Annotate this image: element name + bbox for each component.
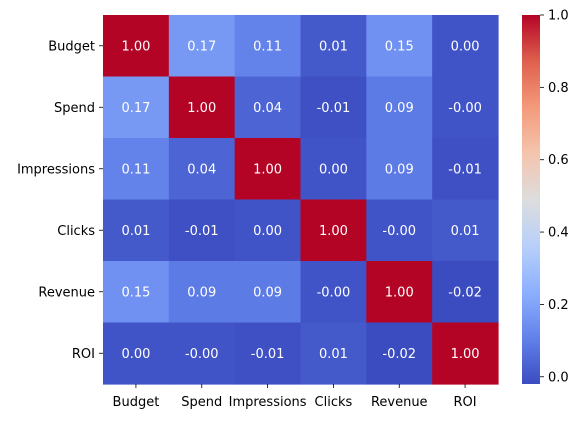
cell-annotation: 0.00 (253, 224, 282, 239)
heatmap-cell-impressions-revenue (366, 138, 433, 201)
heatmap-cell-roi-impressions (234, 322, 302, 385)
heatmap-cell-revenue-clicks (300, 261, 367, 324)
cell-annotation: 0.01 (319, 39, 348, 54)
heatmap-cell-budget-roi (432, 15, 499, 78)
colorbar-gradient (522, 15, 540, 384)
cell-annotation: -0.00 (317, 285, 351, 300)
heatmap-cell-budget-budget (103, 15, 170, 78)
cell-annotation: -0.00 (382, 224, 416, 239)
heatmap-cell-revenue-budget (103, 261, 170, 324)
heatmap-cell-spend-impressions (234, 76, 302, 139)
heatmap-cell-budget-clicks (300, 15, 367, 78)
cell-annotation: -0.02 (448, 285, 482, 300)
heatmap-cell-clicks-clicks (300, 199, 367, 262)
cell-annotation: 0.09 (187, 285, 216, 300)
cell-annotation: 0.09 (385, 162, 414, 177)
heatmap-cell-budget-impressions (234, 15, 302, 78)
cell-annotation: 0.17 (121, 101, 150, 116)
cell-annotation: 0.15 (121, 285, 150, 300)
cell-annotation: 1.00 (319, 224, 348, 239)
heatmap-cell-impressions-roi (432, 138, 499, 201)
cell-annotation: 0.04 (253, 101, 282, 116)
heatmap-cell-spend-roi (432, 76, 499, 139)
colorbar-tick-label: 1.0 (548, 9, 569, 24)
x-tick-label: Clicks (315, 395, 353, 410)
cell-annotation: 0.11 (253, 39, 282, 54)
y-tick-label: Impressions (17, 162, 95, 177)
heatmap-cell-spend-spend (168, 76, 236, 139)
heatmap-cell-spend-clicks (300, 76, 367, 139)
colorbar-tick-label: 0.6 (548, 153, 569, 168)
x-tick-label: Budget (113, 395, 160, 410)
cell-annotation: 0.04 (187, 162, 216, 177)
cell-annotation: 1.00 (385, 285, 414, 300)
heatmap-cell-impressions-spend (168, 138, 236, 201)
y-tick-label: Budget (48, 39, 95, 54)
cell-annotation: -0.01 (448, 162, 482, 177)
colorbar-tick-label: 0.4 (548, 226, 569, 241)
heatmap-annotations: 1.00 0.17 0.11 0.01 0.15 0.00 0.17 1.00 0.04 -0.0… (121, 39, 481, 362)
cell-annotation: -0.02 (382, 347, 416, 362)
cell-annotation: 0.01 (319, 347, 348, 362)
cell-annotation: -0.00 (185, 347, 219, 362)
x-tick-label: ROI (454, 395, 477, 410)
cell-annotation: 0.15 (385, 39, 414, 54)
x-tick-label: Revenue (371, 395, 428, 410)
colorbar-tick-label: 0.8 (548, 81, 569, 96)
cell-annotation: 0.00 (451, 39, 480, 54)
cell-annotation: -0.00 (448, 101, 482, 116)
cell-annotation: 0.17 (187, 39, 216, 54)
heatmap-cell-clicks-revenue (366, 199, 433, 262)
cell-annotation: 0.01 (121, 224, 150, 239)
heatmap-cell-clicks-impressions (234, 199, 302, 262)
cell-annotation: 0.01 (451, 224, 480, 239)
cell-annotation: 1.00 (253, 162, 282, 177)
y-tick-label: Revenue (38, 285, 95, 300)
heatmap-cell-clicks-roi (432, 199, 499, 262)
heatmap-cell-spend-revenue (366, 76, 433, 139)
x-tick-label: Impressions (229, 395, 307, 410)
heatmap-cell-revenue-spend (168, 261, 236, 324)
heatmap-cell-impressions-clicks (300, 138, 367, 201)
heatmap-cell-roi-spend (168, 322, 236, 385)
heatmap-cell-revenue-roi (432, 261, 499, 324)
y-tick-label: Clicks (57, 224, 95, 239)
cell-annotation: 0.00 (319, 162, 348, 177)
heatmap-cell-roi-revenue (366, 322, 433, 385)
heatmap-cell-impressions-budget (103, 138, 170, 201)
heatmap-cell-roi-roi (432, 322, 499, 385)
heatmap-cell-clicks-budget (103, 199, 170, 262)
cell-annotation: -0.01 (185, 224, 219, 239)
heatmap-cell-revenue-impressions (234, 261, 302, 324)
heatmap-cells (103, 15, 499, 385)
heatmap-cell-budget-spend (168, 15, 236, 78)
cell-annotation: -0.01 (317, 101, 351, 116)
x-tick-label: Spend (181, 395, 222, 410)
cell-annotation: 0.00 (121, 347, 150, 362)
colorbar: 0.0 0.2 0.4 0.6 0.8 1.0 (522, 9, 569, 385)
y-tick-label: Spend (54, 101, 95, 116)
y-tick-label: ROI (72, 347, 95, 362)
colorbar-tick-label: 0.2 (548, 298, 569, 313)
heatmap-cell-impressions-impressions (234, 138, 302, 201)
heatmap-cell-revenue-revenue (366, 261, 433, 324)
cell-annotation: -0.01 (251, 347, 285, 362)
cell-annotation: 0.11 (121, 162, 150, 177)
heatmap-cell-roi-clicks (300, 322, 367, 385)
heatmap-cell-clicks-spend (168, 199, 236, 262)
heatmap-cell-spend-budget (103, 76, 170, 139)
y-axis: Budget Spend Impressions Clicks Revenue ROI (17, 39, 103, 362)
cell-annotation: 0.09 (253, 285, 282, 300)
heatmap-cell-budget-revenue (366, 15, 433, 78)
colorbar-tick-label: 0.0 (548, 370, 569, 385)
cell-annotation: 1.00 (451, 347, 480, 362)
cell-annotation: 1.00 (187, 101, 216, 116)
cell-annotation: 0.09 (385, 101, 414, 116)
heatmap-cell-roi-budget (103, 322, 170, 385)
cell-annotation: 1.00 (121, 39, 150, 54)
x-axis: Budget Spend Impressions Clicks Revenue ROI (113, 384, 477, 410)
